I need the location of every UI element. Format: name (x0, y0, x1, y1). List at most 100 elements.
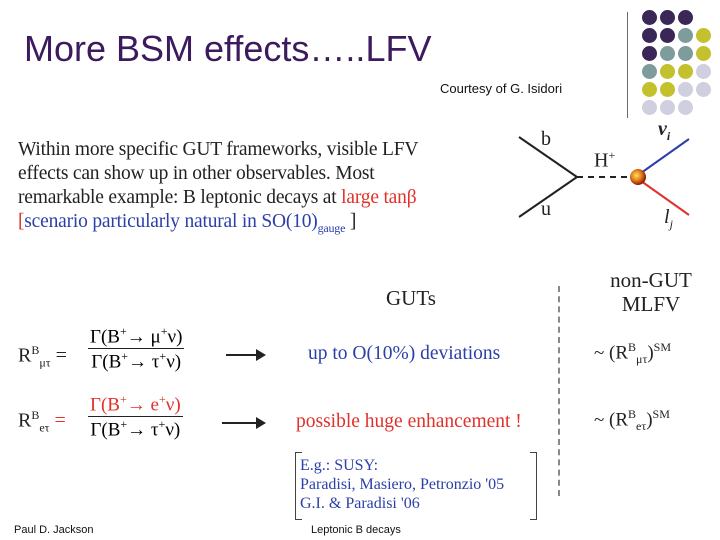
higgs-label: H+ (594, 148, 615, 173)
u-quark-label: u (541, 198, 551, 220)
dot (642, 82, 657, 97)
neutrino-symbol: ν (658, 118, 667, 140)
sm-label: SM (653, 340, 671, 354)
row2-sm-comparison: ~ (RBeτ)SM (594, 407, 670, 434)
den-charge: + (121, 349, 129, 364)
dot (696, 64, 711, 79)
references-bracket-right (530, 452, 537, 520)
fraction-numerator: Γ(B+→ μ+ν) (88, 324, 185, 350)
num-part: ν) (165, 394, 181, 416)
num-part: → μ (126, 326, 161, 348)
sm-part: ~ (R (594, 409, 629, 431)
row1-arrow-icon (226, 349, 266, 361)
lepton-line (640, 180, 690, 216)
non-gut-mlfv-header: non-GUT MLFV (596, 268, 706, 316)
r-mutau-symbol: RBμτ = (18, 343, 67, 371)
large-tanbeta-highlight: large tanβ (341, 187, 417, 208)
dot (642, 10, 657, 25)
r-etau-fraction: Γ(B+→ e+ν) Γ(B+→ τ+ν) (88, 392, 183, 442)
num-charge: + (119, 324, 127, 338)
dot (678, 82, 693, 97)
dot (660, 46, 675, 61)
dot (678, 28, 693, 43)
intro-line: remarkable example: B leptonic decays at… (18, 186, 488, 210)
neutrino-label: νi (658, 118, 670, 144)
row1-gut-result: up to O(10%) deviations (308, 343, 501, 364)
sm-subscript: μτ (636, 352, 648, 367)
intro-paragraph: Within more specific GUT frameworks, vis… (18, 138, 488, 240)
dot (642, 64, 657, 79)
sm-label: SM (652, 407, 670, 421)
guts-header: GUTs (386, 286, 436, 310)
r-superscript: B (31, 408, 40, 422)
courtesy-credit: Courtesy of G. Isidori (440, 81, 563, 96)
dot (660, 28, 675, 43)
dot (696, 28, 711, 43)
num-part: ν) (167, 326, 183, 348)
sm-subscript: eτ (636, 419, 647, 434)
so10-scenario-note: scenario particularly natural in SO(10) (24, 211, 318, 232)
header-divider (627, 12, 628, 118)
dot (642, 100, 657, 115)
sm-part: ) (647, 342, 654, 364)
fraction-denominator: Γ(B+→ τ+ν) (88, 417, 183, 441)
neutrino-index: i (666, 129, 671, 143)
mlfv-label: MLFV (621, 292, 681, 316)
lepton-label: lj (664, 206, 673, 232)
r-mutau-fraction: Γ(B+→ μ+ν) Γ(B+→ τ+ν) (88, 324, 185, 374)
reference-line: G.I. & Paradisi '06 (300, 495, 420, 512)
b-quark-line (518, 136, 578, 178)
equals-sign: = (49, 409, 66, 432)
dot (696, 46, 711, 61)
intro-line: effects can show up in other observables… (18, 163, 375, 184)
dot (696, 82, 711, 97)
r-letter: R (18, 344, 32, 367)
den-part: Γ(B (90, 419, 121, 441)
dot (642, 28, 657, 43)
lepton-symbol: l (664, 206, 670, 228)
sm-part: ) (646, 409, 653, 431)
den-part: ν) (165, 419, 181, 441)
row2-arrow-icon (222, 417, 266, 429)
den-part: ν) (166, 351, 182, 373)
den-charge: + (120, 417, 128, 432)
den-part: → τ (128, 351, 160, 373)
sm-superscript: B (628, 340, 637, 354)
den-part: → τ (127, 419, 159, 441)
fraction-numerator: Γ(B+→ e+ν) (88, 392, 183, 418)
dot (678, 64, 693, 79)
footer-author: Paul D. Jackson (14, 524, 94, 536)
gauge-subscript: gauge (317, 220, 346, 235)
feynman-diagram (518, 136, 690, 218)
num-part: Γ(B (90, 394, 120, 416)
intro-line: [scenario particularly natural in SO(10)… (18, 210, 488, 240)
num-charge: + (158, 392, 166, 406)
b-quark-label: b (541, 128, 551, 150)
references-box: E.g.: SUSY: Paradisi, Masiero, Petronzio… (300, 456, 504, 513)
reference-line: E.g.: SUSY: (300, 457, 379, 474)
dot (678, 100, 693, 115)
dot (678, 10, 693, 25)
sm-superscript: B (628, 407, 637, 421)
row1-sm-comparison: ~ (RBμτ)SM (594, 340, 671, 367)
dot (642, 46, 657, 61)
references-bracket-left (295, 452, 302, 520)
den-part: Γ(B (91, 351, 122, 373)
bracket-close: ] (345, 211, 357, 232)
r-subscript: eτ (39, 420, 50, 435)
footer-topic: Leptonic B decays (311, 524, 401, 536)
intro-line-text: remarkable example: B leptonic decays at (18, 187, 342, 208)
u-quark-line (518, 176, 578, 218)
dot (660, 100, 675, 115)
num-part: → e (126, 394, 159, 416)
decorative-dot-grid (636, 8, 720, 118)
non-gut-label: non-GUT (610, 268, 692, 292)
lepton-index: j (669, 217, 673, 231)
r-subscript: μτ (39, 355, 51, 370)
r-etau-symbol: RBeτ = (18, 408, 66, 436)
den-charge: + (159, 349, 167, 364)
num-charge: + (119, 392, 127, 406)
dot (660, 82, 675, 97)
fraction-denominator: Γ(B+→ τ+ν) (88, 349, 184, 373)
bracket-open: [ (18, 211, 25, 232)
